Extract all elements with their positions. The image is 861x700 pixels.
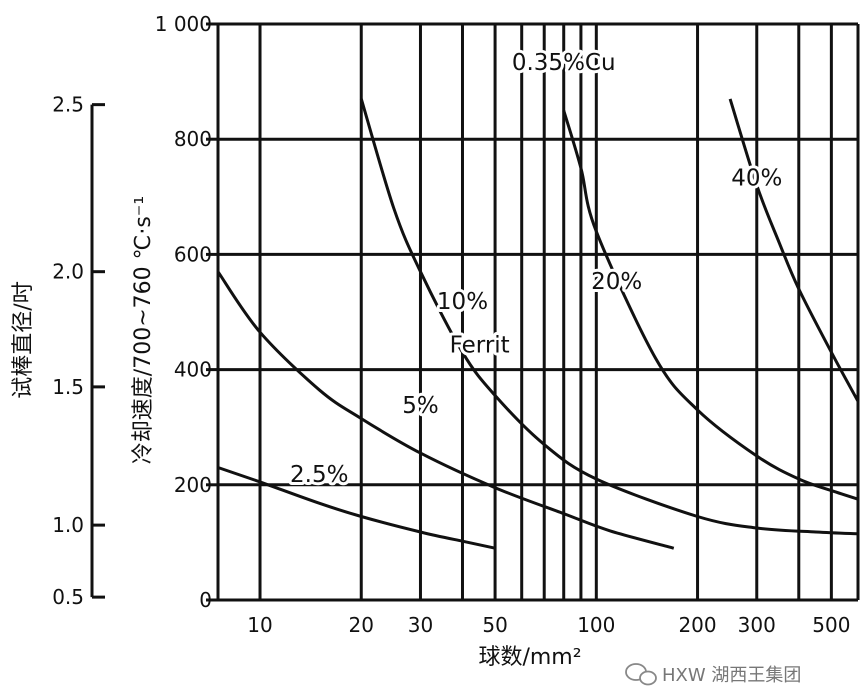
x-tick-label: 500 bbox=[812, 613, 850, 637]
x-axis-label: 球数/mm² bbox=[478, 645, 581, 670]
curves bbox=[216, 98, 860, 550]
x-tick-label: 200 bbox=[678, 613, 716, 637]
x-ticks: 10 20 30 50 100 200 300 500 bbox=[247, 613, 850, 637]
grid bbox=[216, 22, 860, 602]
curve-40 bbox=[728, 98, 860, 403]
annotation-halo: 40% bbox=[731, 165, 782, 191]
annotation-label: 0.35%Cu bbox=[512, 50, 616, 76]
secondary-tick-label: 2.0 bbox=[52, 260, 84, 284]
x-tick-label: 30 bbox=[408, 613, 433, 637]
secondary-axis: 0.5 1.0 1.5 2.0 2.5 bbox=[52, 93, 105, 609]
watermark-text: HXW 湖西王集团 bbox=[662, 665, 801, 686]
annotation-label: 20% bbox=[591, 269, 642, 295]
annotation-label: 40% bbox=[731, 165, 782, 191]
secondary-tick-label: 0.5 bbox=[52, 585, 84, 609]
secondary-tick-label: 1.0 bbox=[52, 513, 84, 537]
annotation-halo: Ferrit bbox=[450, 332, 510, 358]
watermark: HXW 湖西王集团 bbox=[625, 663, 801, 686]
curve-20 bbox=[562, 109, 859, 501]
y-axis-label: 冷却速度/700~760 ℃·s⁻¹ bbox=[131, 196, 156, 464]
x-tick-label: 100 bbox=[577, 613, 615, 637]
annotation-halo: 10% bbox=[437, 289, 488, 315]
annotation-label: 5% bbox=[402, 393, 439, 419]
wechat-icon bbox=[625, 663, 657, 686]
secondary-tick-label: 2.5 bbox=[52, 93, 84, 117]
curve-5 bbox=[216, 270, 675, 550]
y-tick-label: 1 000 bbox=[155, 12, 212, 36]
y-ticks: 0 200 400 600 800 1 000 bbox=[155, 12, 218, 612]
annotation-label: Ferrit bbox=[450, 332, 510, 358]
curve-25 bbox=[217, 466, 496, 550]
curve-10 bbox=[359, 98, 859, 536]
secondary-y-axis-label: 试棒直径/吋 bbox=[11, 281, 36, 398]
y-tick-label: 0 bbox=[199, 588, 212, 612]
x-tick-label: 10 bbox=[247, 613, 272, 637]
y-tick-label: 400 bbox=[174, 358, 212, 382]
annotation-halo: 0.35%Cu bbox=[512, 50, 616, 76]
annotation-label: 10% bbox=[437, 289, 488, 315]
annotation-halo: 5% bbox=[402, 393, 439, 419]
x-tick-label: 300 bbox=[738, 613, 776, 637]
x-tick-label: 50 bbox=[482, 613, 507, 637]
annotations: 0.35%Cu0.35%Cu40%40%20%20%10%10%FerritFe… bbox=[287, 47, 785, 491]
y-tick-label: 800 bbox=[174, 127, 212, 151]
annotation-label: 2.5% bbox=[290, 462, 348, 488]
x-tick-label: 20 bbox=[349, 613, 374, 637]
y-tick-label: 200 bbox=[174, 473, 212, 497]
secondary-tick-label: 1.5 bbox=[52, 375, 84, 399]
annotation-halo: 20% bbox=[591, 269, 642, 295]
y-tick-label: 600 bbox=[174, 242, 212, 266]
annotation-halo: 2.5% bbox=[290, 462, 348, 488]
